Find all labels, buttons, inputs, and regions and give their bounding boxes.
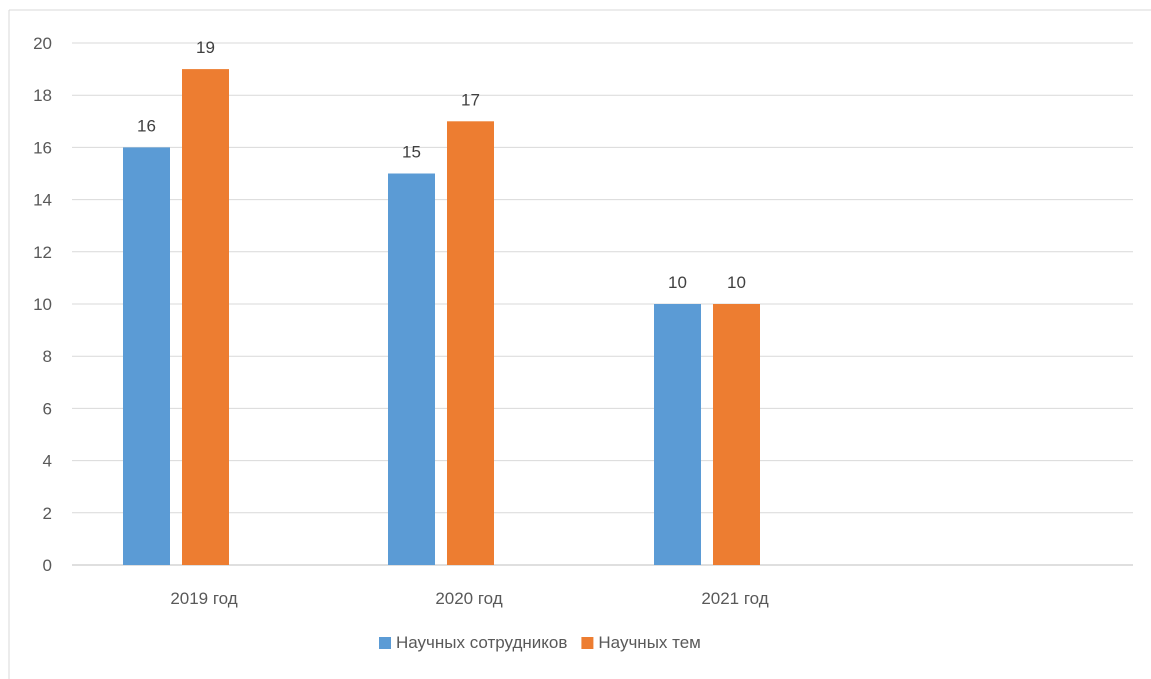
data-label: 19 <box>196 38 215 57</box>
x-tick-label: 2021 год <box>701 589 768 608</box>
data-label: 10 <box>668 273 687 292</box>
data-label: 17 <box>461 90 480 109</box>
data-label: 16 <box>137 116 156 135</box>
legend-entry-label: Научных сотрудников <box>396 633 567 652</box>
y-tick-label: 18 <box>33 86 52 105</box>
y-tick-label: 4 <box>43 452 52 471</box>
y-tick-label: 2 <box>43 504 52 523</box>
legend-swatch <box>379 637 391 649</box>
legend: Научных сотрудников Научных тем <box>379 633 701 652</box>
y-tick-label: 12 <box>33 243 52 262</box>
bar <box>447 121 494 566</box>
y-tick-label: 14 <box>33 191 52 210</box>
y-tick-label: 0 <box>43 556 52 575</box>
legend-swatch <box>581 637 594 649</box>
bar <box>713 304 760 565</box>
x-tick-label: 2020 год <box>435 589 502 608</box>
x-axis-categories: 2019 год 2020 год 2021 год <box>170 589 768 608</box>
legend-entry-label: Научных тем <box>598 633 700 652</box>
bar <box>182 69 229 565</box>
y-axis-ticks: 0 2 4 6 8 10 12 14 16 18 20 <box>33 34 52 575</box>
bar <box>123 147 170 565</box>
bar <box>388 173 435 565</box>
y-tick-label: 10 <box>33 295 52 314</box>
y-tick-label: 6 <box>43 399 52 418</box>
data-labels: 16 19 15 17 10 10 <box>137 38 746 292</box>
bars <box>123 69 760 566</box>
x-tick-label: 2019 год <box>170 589 237 608</box>
data-label: 15 <box>402 143 421 162</box>
y-tick-label: 8 <box>43 347 52 366</box>
y-tick-label: 16 <box>33 138 52 157</box>
y-tick-label: 20 <box>33 34 52 53</box>
gridlines <box>72 42 1133 566</box>
data-label: 10 <box>727 273 746 292</box>
bar <box>654 304 701 565</box>
